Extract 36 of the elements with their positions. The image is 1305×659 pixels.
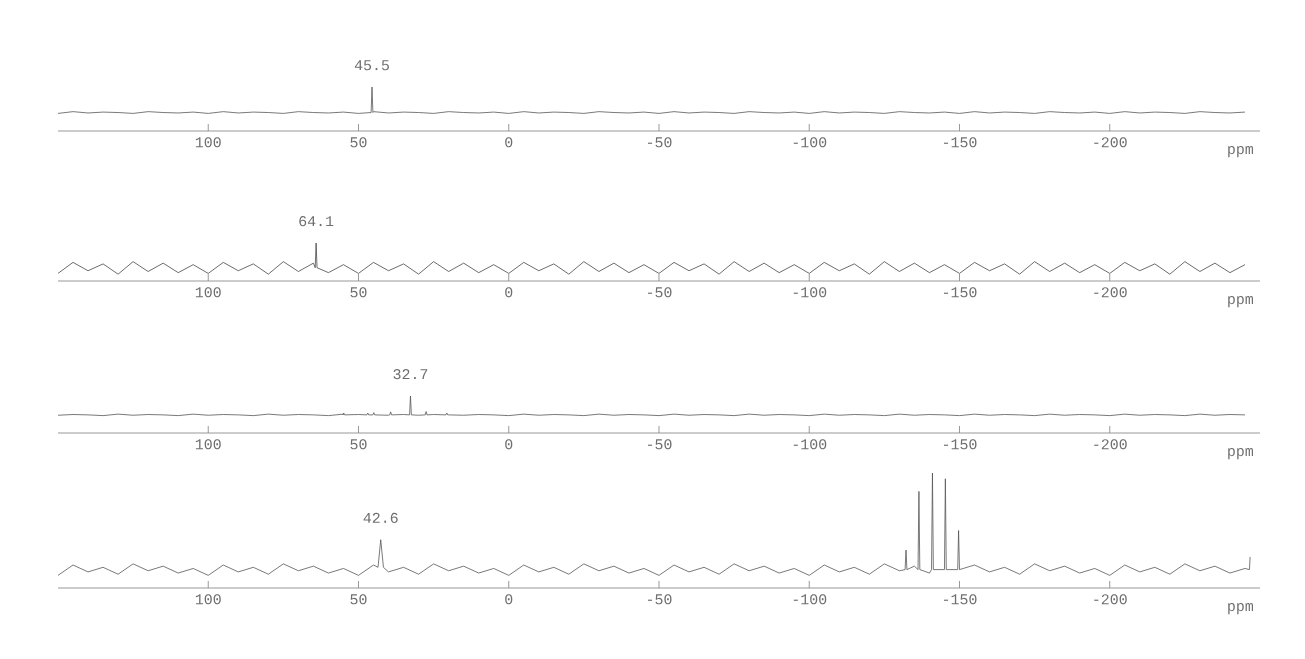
- x-tick-label: 0: [505, 287, 513, 298]
- x-tick-label: 50: [350, 594, 367, 605]
- x-axis-title: ppm: [1228, 448, 1253, 460]
- x-tick-label: 0: [505, 439, 513, 450]
- x-tick-label: -150: [943, 439, 977, 450]
- x-tick-label: 100: [195, 439, 221, 450]
- annotation: 45.5: [354, 60, 389, 71]
- x-tick-label: -50: [647, 137, 672, 148]
- x-tick-label: -200: [1094, 137, 1127, 148]
- x-tick-label: -100: [793, 439, 827, 450]
- x-tick-label: -50: [647, 439, 672, 450]
- x-tick-label: -150: [943, 287, 977, 298]
- x-tick-label: -200: [1094, 287, 1127, 298]
- x-tick-label: 0: [505, 594, 513, 605]
- x-tick-label: -100: [793, 594, 827, 605]
- x-tick-label: -150: [943, 137, 977, 148]
- x-tick-label: -200: [1094, 439, 1127, 450]
- annotation: 32.7: [393, 369, 428, 380]
- x-axis-title: ppm: [1228, 146, 1253, 158]
- x-tick-label: 0: [505, 137, 513, 148]
- x-tick-label: 50: [350, 287, 367, 298]
- x-tick-label: -200: [1094, 594, 1127, 605]
- x-tick-label: -150: [943, 594, 977, 605]
- x-tick-label: -100: [793, 137, 827, 148]
- x-axis-title: ppm: [1228, 603, 1253, 615]
- x-tick-label: 50: [350, 137, 367, 148]
- x-tick-label: -50: [647, 287, 672, 298]
- x-tick-label: -100: [793, 287, 827, 298]
- annotation: 64.1: [299, 216, 334, 227]
- x-tick-label: 100: [195, 287, 221, 298]
- x-tick-label: 50: [350, 439, 367, 450]
- annotation: 42.6: [363, 512, 398, 523]
- x-tick-label: 100: [195, 594, 221, 605]
- x-tick-label: 100: [195, 137, 221, 148]
- x-axis-title: ppm: [1228, 296, 1253, 308]
- x-tick-label: -50: [647, 594, 672, 605]
